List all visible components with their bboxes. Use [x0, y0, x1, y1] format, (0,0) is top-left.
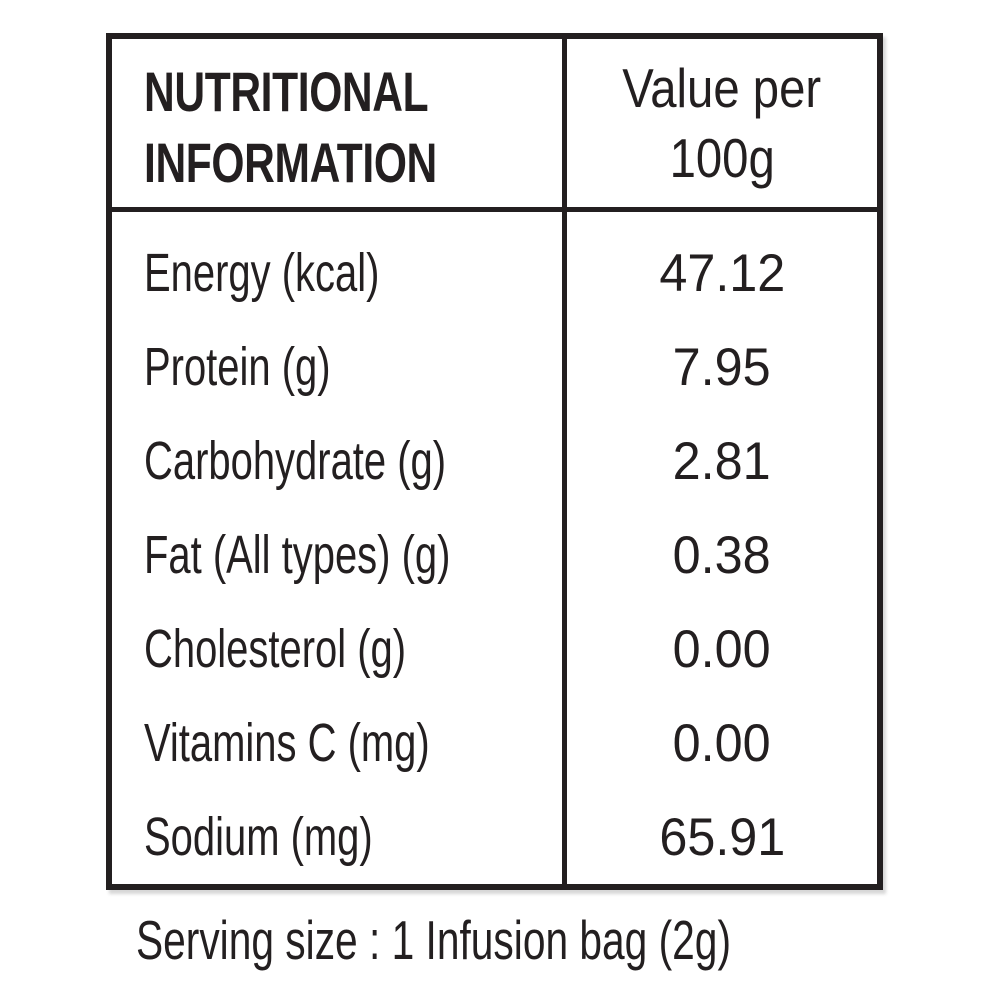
serving-size-text: Serving size : 1 Infusion bag (2g) — [136, 909, 732, 971]
row-label: Cholesterol (g) — [144, 619, 407, 679]
row-value-cell: 0.38 — [567, 508, 877, 602]
table-row-fat: Fat (All types) (g) 0.38 — [112, 508, 877, 602]
header-title-cell: NUTRITIONAL INFORMATION — [112, 39, 567, 207]
table-row-vitamin-c: Vitamins C (mg) 0.00 — [112, 696, 877, 790]
row-label: Fat (All types) (g) — [144, 525, 451, 585]
header-value-cell: Value per 100g — [567, 39, 877, 207]
row-value: 47.12 — [658, 243, 785, 303]
table-row-carbohydrate: Carbohydrate (g) 2.81 — [112, 414, 877, 508]
row-value: 65.91 — [658, 807, 785, 867]
nutrition-table: NUTRITIONAL INFORMATION Value per 100g E… — [106, 33, 883, 890]
row-label: Protein (g) — [144, 337, 331, 397]
table-body: Energy (kcal) 47.12 Protein (g) 7.95 Car… — [112, 212, 877, 884]
row-value-cell: 65.91 — [567, 790, 877, 884]
row-label: Sodium (mg) — [144, 807, 373, 867]
header-title-line1: NUTRITIONAL — [144, 60, 429, 123]
row-label-cell: Protein (g) — [112, 320, 567, 414]
row-value-cell: 7.95 — [567, 320, 877, 414]
row-value-cell: 47.12 — [567, 226, 877, 320]
row-value-cell: 0.00 — [567, 696, 877, 790]
table-row-protein: Protein (g) 7.95 — [112, 320, 877, 414]
table-header-row: NUTRITIONAL INFORMATION Value per 100g — [112, 39, 877, 212]
row-value: 2.81 — [673, 431, 771, 491]
row-label: Carbohydrate (g) — [144, 431, 447, 491]
row-label-cell: Cholesterol (g) — [112, 602, 567, 696]
row-label-cell: Energy (kcal) — [112, 226, 567, 320]
row-value: 0.38 — [673, 525, 771, 585]
row-label-cell: Fat (All types) (g) — [112, 508, 567, 602]
header-title-line2: INFORMATION — [144, 131, 437, 194]
header-value-line1: Value per — [622, 57, 822, 119]
serving-size-note: Serving size : 1 Infusion bag (2g) — [136, 908, 940, 972]
row-value: 7.95 — [673, 337, 771, 397]
row-label: Energy (kcal) — [144, 243, 380, 303]
row-value: 0.00 — [673, 619, 771, 679]
row-value: 0.00 — [673, 713, 771, 773]
row-label-cell: Vitamins C (mg) — [112, 696, 567, 790]
row-label-cell: Sodium (mg) — [112, 790, 567, 884]
column-divider — [562, 39, 567, 884]
header-value-line2: 100g — [669, 127, 775, 189]
row-value-cell: 0.00 — [567, 602, 877, 696]
row-value-cell: 2.81 — [567, 414, 877, 508]
table-row-energy: Energy (kcal) 47.12 — [112, 226, 877, 320]
row-label: Vitamins C (mg) — [144, 713, 430, 773]
row-label-cell: Carbohydrate (g) — [112, 414, 567, 508]
table-row-sodium: Sodium (mg) 65.91 — [112, 790, 877, 884]
table-row-cholesterol: Cholesterol (g) 0.00 — [112, 602, 877, 696]
